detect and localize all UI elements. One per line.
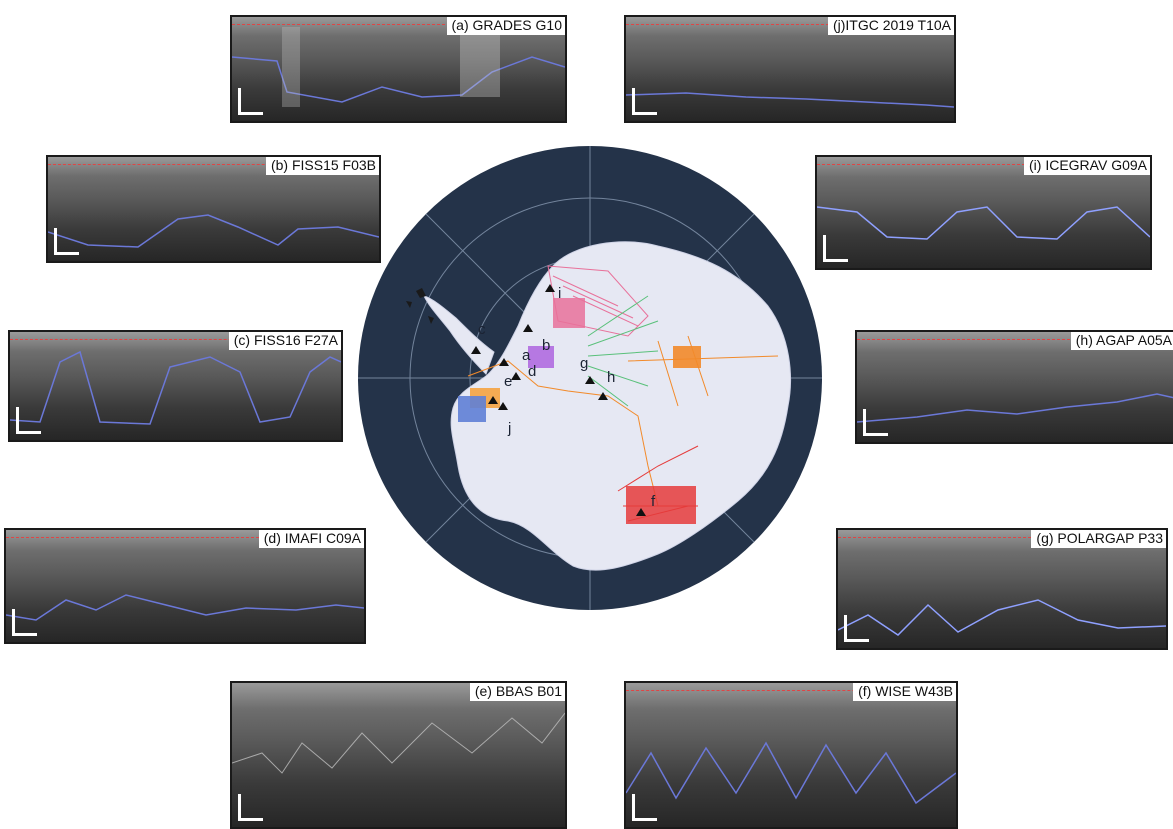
coastline-fragments	[406, 288, 434, 324]
surface-reflection-line	[6, 537, 364, 538]
scale-bar	[844, 615, 869, 642]
panel-label: (c) FISS16 F27A	[228, 332, 341, 350]
site-label-h: h	[607, 369, 615, 386]
radargram-image	[817, 206, 1150, 240]
radargram-panel-d: (d) IMAFI C09A	[4, 528, 366, 644]
scale-bar	[823, 235, 848, 262]
radargram-panel-h: (h) AGAP A05A	[855, 330, 1173, 444]
panel-label: (g) POLARGAP P33	[1031, 530, 1166, 548]
site-label-e: e	[504, 373, 512, 390]
site-label-f: f	[651, 493, 656, 510]
radargram-image	[626, 741, 956, 805]
panel-label: (f) WISE W43B	[853, 683, 956, 701]
panel-label: (h) AGAP A05A	[1070, 332, 1173, 350]
scale-bar	[632, 88, 657, 115]
surface-reflection-line	[626, 24, 954, 25]
radargram-panel-i: (i) ICEGRAV G09A	[815, 155, 1152, 270]
radargram-panel-f: (f) WISE W43B	[624, 681, 958, 829]
surface-reflection-line	[232, 24, 565, 25]
panel-label: (a) GRADES G10	[446, 17, 565, 35]
surface-reflection-line	[857, 339, 1173, 340]
scale-bar	[238, 794, 263, 821]
radargram-image	[626, 92, 954, 108]
radargram-image	[232, 27, 565, 107]
scale-bar	[54, 228, 79, 255]
panel-label: (i) ICEGRAV G09A	[1024, 157, 1150, 175]
panel-label: (b) FISS15 F03B	[265, 157, 379, 175]
panel-label: (j)ITGC 2019 T10A	[827, 17, 954, 35]
scale-bar	[863, 409, 888, 436]
surface-reflection-line	[817, 164, 1150, 165]
scale-bar	[238, 88, 263, 115]
radargram-image	[838, 599, 1166, 636]
radargram-panel-c: (c) FISS16 F27A	[8, 330, 343, 442]
scale-bar	[16, 407, 41, 434]
scale-bar	[12, 609, 37, 636]
site-label-i: i	[558, 285, 561, 302]
site-label-c: c	[478, 321, 486, 338]
radargram-image	[6, 594, 364, 621]
survey-blocks	[458, 298, 701, 524]
scale-bar	[632, 794, 657, 821]
surface-reflection-line	[48, 164, 379, 165]
panel-label: (e) BBAS B01	[469, 683, 565, 701]
radargram-image	[857, 393, 1173, 423]
radargram-panel-j: (j)ITGC 2019 T10A	[624, 15, 956, 123]
surface-reflection-line	[626, 690, 956, 691]
antarctica-map: a b c d e f g h i j	[358, 146, 822, 610]
radargram-panel-a: (a) GRADES G10	[230, 15, 567, 123]
site-label-a: a	[522, 347, 531, 364]
site-label-b: b	[542, 337, 550, 354]
site-markers	[471, 284, 646, 516]
ice-sheet	[450, 241, 792, 571]
radargram-image	[10, 350, 341, 425]
surface-reflection-line	[838, 537, 1166, 538]
site-label-g: g	[580, 355, 588, 372]
radargram-panel-g: (g) POLARGAP P33	[836, 528, 1168, 650]
radargram-image	[232, 712, 565, 774]
radargram-panel-e: (e) BBAS B01	[230, 681, 567, 829]
site-label-d: d	[528, 363, 536, 380]
radargram-image	[48, 214, 379, 248]
surface-reflection-line	[10, 339, 341, 340]
panel-label: (d) IMAFI C09A	[258, 530, 364, 548]
radargram-panel-b: (b) FISS15 F03B	[46, 155, 381, 263]
site-label-j: j	[507, 420, 511, 437]
